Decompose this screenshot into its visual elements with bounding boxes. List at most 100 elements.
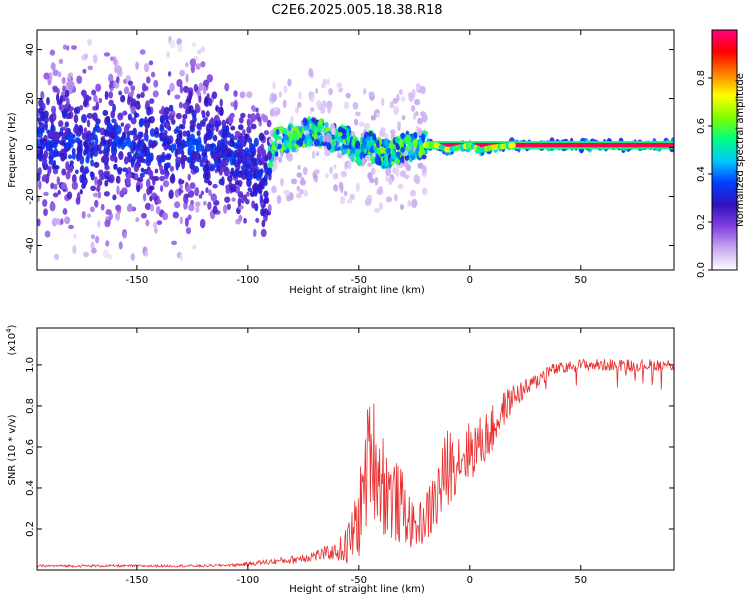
- spectrogram-cell: [51, 130, 57, 140]
- spectrogram-cell: [391, 161, 395, 166]
- spectrogram-cell: [125, 176, 131, 186]
- spectrogram-cell: [73, 114, 79, 124]
- spectrogram-cell: [145, 178, 151, 189]
- spectrogram-cell: [185, 62, 189, 68]
- spectrogram-cell: [290, 115, 294, 125]
- spectrogram-cell: [212, 152, 219, 162]
- spectrogram-cell: [288, 135, 293, 143]
- spectrogram-cell: [86, 213, 92, 218]
- spectrogram-cell: [411, 198, 418, 209]
- spectrogram-cell: [48, 155, 55, 160]
- spectrogram-cell: [184, 217, 189, 227]
- spectrogram-cell: [326, 78, 330, 86]
- spectrogram-cell: [240, 171, 247, 180]
- spectrogram-cell: [103, 191, 110, 197]
- spectrogram-cell: [167, 162, 171, 168]
- spectrogram-cells: [37, 35, 674, 262]
- spectrogram-cell: [167, 89, 171, 96]
- spectrogram-cell: [93, 161, 100, 168]
- spectrogram-cell: [182, 102, 189, 110]
- spectrogram-cell: [311, 150, 316, 159]
- spectrogram-cell: [380, 127, 386, 134]
- spectrogram-cell: [174, 188, 180, 198]
- spectrogram-cell: [221, 144, 226, 153]
- spectrogram-cell: [102, 249, 110, 259]
- spectrogram-cell: [410, 148, 415, 156]
- spectrogram-cell: [414, 98, 421, 106]
- spectrogram-cell: [386, 147, 391, 154]
- spectrogram-cell: [189, 58, 197, 68]
- spectrogram-cell: [96, 144, 102, 152]
- spectrogram-cell: [201, 109, 205, 116]
- spectrogram-cell: [188, 204, 195, 212]
- snr-x-axis: -150 -100 -50 0 50: [126, 328, 587, 586]
- spectrogram-cell: [190, 151, 196, 160]
- snr-x-tick-label: -100: [237, 575, 260, 586]
- spectrogram-cell: [76, 192, 81, 201]
- spectrogram-cell: [122, 231, 127, 239]
- spectrogram-cell: [347, 160, 352, 170]
- spectrogram-cell: [118, 150, 124, 161]
- spectrogram-cell: [334, 185, 339, 192]
- spectrogram-cell: [66, 97, 70, 106]
- spectrogram-cell: [107, 123, 112, 129]
- spectrogram-cell: [336, 152, 343, 159]
- spectrogram-cell: [58, 104, 63, 111]
- spectrogram-cell: [90, 206, 95, 213]
- spectrogram-cell: [187, 173, 191, 181]
- spectrogram-cell: [94, 176, 98, 186]
- spectrogram-cell: [173, 201, 181, 209]
- spectrogram-cell: [145, 133, 149, 142]
- spectrogram-cell: [190, 200, 194, 206]
- spectrogram-cell: [269, 108, 275, 117]
- spectrogram-cell: [356, 155, 361, 165]
- spectrogram-cell: [296, 192, 302, 199]
- colorbar-tick-label: 0.4: [696, 166, 707, 182]
- spectrogram-cell: [133, 132, 138, 142]
- spectrogram-cell: [154, 168, 159, 174]
- spectrogram-cell: [130, 252, 136, 261]
- spectrogram-cell: [367, 162, 373, 167]
- spectrogram-cell: [161, 212, 169, 221]
- spectrogram-cell: [159, 126, 165, 133]
- spectrogram-cell: [415, 82, 421, 90]
- colorbar-gradient: [711, 29, 738, 271]
- spectrogram-cell: [73, 233, 77, 239]
- spectrogram-cell: [399, 170, 407, 178]
- spectrogram-cell: [255, 112, 261, 121]
- spectrogram-cell: [97, 191, 102, 199]
- spectrogram-cell: [169, 165, 175, 172]
- spectrogram-cell: [310, 123, 317, 132]
- spectrogram-cell: [42, 158, 47, 166]
- snr-series-line: [37, 358, 674, 568]
- spectrogram-cell: [150, 71, 156, 78]
- spectrogram-cell: [164, 170, 169, 175]
- spectrogram-cell: [412, 112, 417, 120]
- spectrogram-cell: [189, 133, 195, 141]
- spectrogram-cell: [322, 79, 327, 86]
- spectrogram-cell: [123, 86, 130, 95]
- spectrogram-cell: [271, 93, 278, 102]
- spectrogram-cell: [76, 75, 83, 84]
- spectrogram-cell: [272, 131, 278, 140]
- spectrogram-cell: [212, 183, 218, 189]
- spectrogram-cell: [95, 83, 102, 92]
- spectrogram-cell: [510, 142, 516, 149]
- spectrogram-cell: [258, 132, 265, 142]
- spectrogram-cell: [148, 139, 153, 149]
- spectrogram-cell: [62, 44, 67, 50]
- spectrogram-cell: [250, 151, 256, 157]
- spectrogram-cell: [83, 127, 88, 135]
- spectrogram-cell: [71, 173, 77, 184]
- spectrogram-cell: [67, 134, 74, 144]
- spectrogram-cell: [178, 101, 183, 109]
- spectrogram-cell: [39, 147, 43, 156]
- spectrogram-cell: [176, 147, 182, 155]
- spectrogram-cell: [286, 141, 293, 149]
- spectrogram-cell: [107, 253, 112, 260]
- spectrogram-cell: [338, 87, 344, 93]
- spectrogram-cell: [38, 107, 44, 115]
- spectrogram-cell: [155, 199, 162, 205]
- spectrogram-cell: [400, 96, 406, 102]
- spectrogram-cell: [146, 76, 151, 84]
